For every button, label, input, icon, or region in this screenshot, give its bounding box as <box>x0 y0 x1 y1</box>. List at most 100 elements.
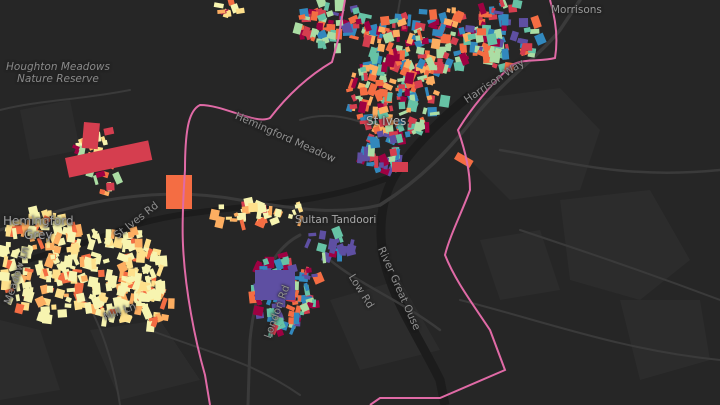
building <box>269 216 280 226</box>
building <box>399 50 406 60</box>
building <box>404 87 410 96</box>
building <box>300 269 305 273</box>
building <box>375 79 385 87</box>
building <box>310 36 316 42</box>
building <box>127 275 135 283</box>
building <box>297 215 304 227</box>
building <box>534 32 547 46</box>
building <box>317 40 323 49</box>
building <box>389 148 398 157</box>
building <box>378 88 388 98</box>
building <box>292 22 303 35</box>
building <box>27 219 31 226</box>
building <box>395 133 404 144</box>
building <box>7 297 14 306</box>
building <box>327 238 338 251</box>
building <box>308 232 317 237</box>
building <box>522 43 533 51</box>
building <box>214 215 225 229</box>
building <box>384 27 390 32</box>
building <box>331 225 344 240</box>
building <box>458 52 470 66</box>
building <box>378 105 389 115</box>
building <box>345 87 353 93</box>
building <box>0 244 10 259</box>
building <box>95 233 102 244</box>
building <box>123 255 129 262</box>
building <box>151 251 158 259</box>
building <box>392 19 396 28</box>
building <box>323 2 330 11</box>
building <box>499 0 505 8</box>
building <box>350 93 358 102</box>
building <box>124 241 130 246</box>
building <box>386 92 393 102</box>
building <box>442 51 450 60</box>
building <box>476 28 487 36</box>
building <box>21 257 28 264</box>
building <box>265 299 272 306</box>
building <box>368 46 378 59</box>
building <box>50 254 56 260</box>
building <box>318 230 327 240</box>
building <box>262 257 270 266</box>
building <box>0 271 10 282</box>
building <box>75 292 86 303</box>
building <box>121 276 131 283</box>
building <box>443 18 453 27</box>
building <box>404 131 411 138</box>
building <box>363 72 369 82</box>
building <box>34 295 47 308</box>
building <box>329 246 336 255</box>
building <box>92 175 99 186</box>
building <box>138 249 149 258</box>
morrisons-label[interactable]: Morrisons <box>551 4 602 16</box>
building <box>337 252 342 262</box>
building <box>101 316 108 327</box>
building <box>78 302 87 309</box>
building <box>392 47 398 56</box>
building <box>39 284 49 295</box>
building-large <box>392 162 408 172</box>
building <box>417 74 428 81</box>
building <box>304 238 312 249</box>
building <box>269 323 279 336</box>
building <box>349 239 355 247</box>
building <box>453 50 462 57</box>
building <box>53 245 62 254</box>
building <box>276 298 286 308</box>
building <box>316 22 324 31</box>
building <box>0 279 12 291</box>
building <box>315 0 327 8</box>
st-ives-label[interactable]: St Ives <box>366 114 407 128</box>
building <box>368 63 375 71</box>
building <box>398 84 405 90</box>
building <box>239 219 246 231</box>
building <box>38 260 43 265</box>
building <box>275 323 286 331</box>
building <box>73 282 84 295</box>
building <box>52 269 61 279</box>
building <box>396 123 405 133</box>
building <box>428 9 438 21</box>
building <box>326 23 336 32</box>
building <box>430 38 441 50</box>
building <box>88 243 94 250</box>
building <box>467 33 476 41</box>
building <box>377 153 390 168</box>
sultan-tandoori-label[interactable]: Sultan Tandoori <box>295 214 377 226</box>
building <box>326 31 337 40</box>
building <box>109 308 116 314</box>
building <box>422 107 428 115</box>
building <box>511 0 523 9</box>
building <box>416 29 423 41</box>
building <box>484 13 493 18</box>
building <box>29 287 34 294</box>
building <box>389 18 399 25</box>
building <box>476 49 487 58</box>
building <box>95 254 102 265</box>
building <box>252 305 264 317</box>
building <box>241 205 251 215</box>
